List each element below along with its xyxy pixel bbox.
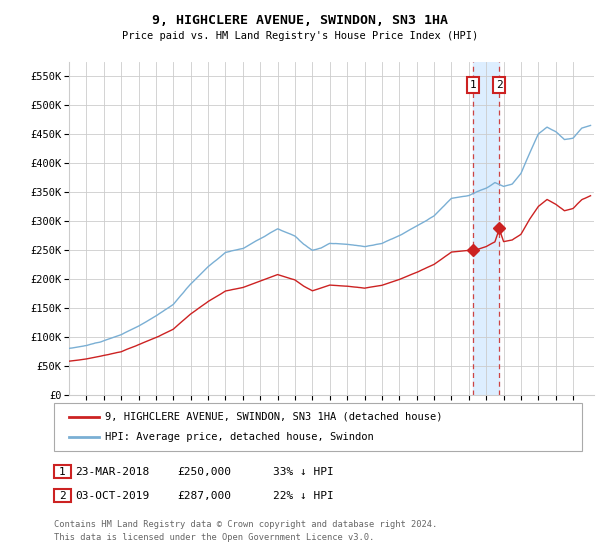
Text: £250,000: £250,000 bbox=[177, 466, 231, 477]
Bar bbox=[473, 62, 499, 395]
Text: 1: 1 bbox=[59, 466, 66, 477]
Text: 2: 2 bbox=[59, 491, 66, 501]
Text: Price paid vs. HM Land Registry's House Price Index (HPI): Price paid vs. HM Land Registry's House … bbox=[122, 31, 478, 41]
Text: Contains HM Land Registry data © Crown copyright and database right 2024.: Contains HM Land Registry data © Crown c… bbox=[54, 520, 437, 529]
Text: 9, HIGHCLERE AVENUE, SWINDON, SN3 1HA (detached house): 9, HIGHCLERE AVENUE, SWINDON, SN3 1HA (d… bbox=[105, 412, 443, 422]
Text: HPI: Average price, detached house, Swindon: HPI: Average price, detached house, Swin… bbox=[105, 432, 374, 442]
Text: 22% ↓ HPI: 22% ↓ HPI bbox=[273, 491, 334, 501]
Text: 9, HIGHCLERE AVENUE, SWINDON, SN3 1HA: 9, HIGHCLERE AVENUE, SWINDON, SN3 1HA bbox=[152, 14, 448, 27]
Text: 23-MAR-2018: 23-MAR-2018 bbox=[75, 466, 149, 477]
Text: 03-OCT-2019: 03-OCT-2019 bbox=[75, 491, 149, 501]
Text: 33% ↓ HPI: 33% ↓ HPI bbox=[273, 466, 334, 477]
Text: £287,000: £287,000 bbox=[177, 491, 231, 501]
Text: 1: 1 bbox=[469, 80, 476, 90]
Text: 2: 2 bbox=[496, 80, 503, 90]
Text: This data is licensed under the Open Government Licence v3.0.: This data is licensed under the Open Gov… bbox=[54, 533, 374, 542]
